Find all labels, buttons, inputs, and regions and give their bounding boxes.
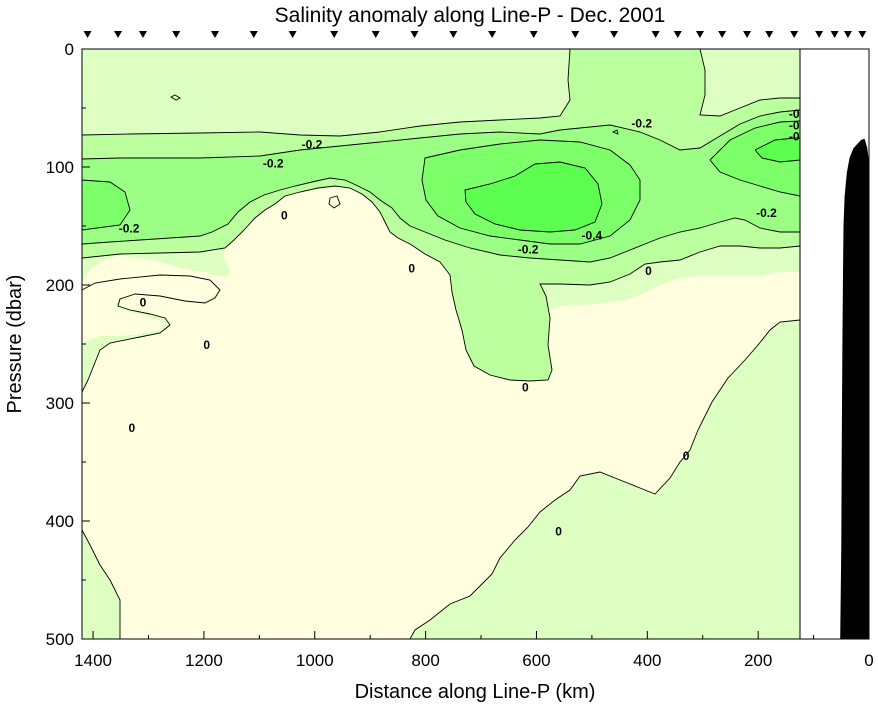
station-marker	[718, 31, 727, 38]
contour-label: -0.4	[582, 228, 603, 242]
y-axis-label: Pressure (dbar)	[4, 275, 26, 414]
contour-label: 0	[203, 338, 210, 352]
contour-label: -0.2	[518, 243, 539, 257]
station-marker	[330, 31, 339, 38]
contour-line	[82, 109, 801, 160]
station-marker	[765, 31, 774, 38]
contour-label: 0	[555, 525, 562, 539]
station-marker	[610, 31, 619, 38]
y-tick-label: 400	[46, 512, 74, 531]
station-marker	[571, 31, 580, 38]
contour-label: 0	[645, 264, 652, 278]
contour-label: -0	[789, 107, 800, 121]
contour-line	[709, 120, 801, 161]
x-axis: 1400 1200 1000 800 600 400 200 0	[74, 631, 874, 670]
station-markers	[83, 31, 867, 38]
contour-line	[170, 94, 181, 101]
station-marker	[172, 31, 181, 38]
station-marker	[488, 31, 497, 38]
station-marker	[249, 31, 258, 38]
x-tick-label: 1400	[74, 651, 112, 670]
contour-lines	[82, 49, 801, 639]
contour-label: -0.2	[263, 156, 284, 170]
y-tick-label: 100	[46, 158, 74, 177]
x-tick-label: 1000	[296, 651, 334, 670]
bathymetry-profile	[840, 138, 869, 639]
contour-label: -0.2	[302, 138, 323, 152]
band-minus-0.4-east	[755, 138, 800, 162]
contour-line	[409, 319, 801, 639]
contour-label: 0	[683, 449, 690, 463]
station-marker	[830, 31, 839, 38]
station-marker	[673, 31, 682, 38]
x-tick-label: 800	[411, 651, 439, 670]
contour-label: 0	[522, 381, 529, 395]
contour-line	[699, 49, 800, 117]
station-marker	[83, 31, 92, 38]
station-marker	[743, 31, 752, 38]
contour-label: -0.2	[631, 116, 652, 130]
y-axis: 0 100 200 300 400 500	[46, 40, 90, 649]
contour-label: -0.2	[756, 206, 777, 220]
station-marker	[695, 31, 704, 38]
x-axis-label: Distance along Line-P (km)	[355, 681, 596, 703]
contour-label: -0	[789, 129, 800, 143]
station-marker	[449, 31, 458, 38]
x-tick-label: 600	[522, 651, 550, 670]
chart-title: Salinity anomaly along Line-P - Dec. 200…	[275, 4, 666, 27]
contour-line	[82, 185, 801, 382]
contour-line	[82, 179, 131, 231]
contour-line	[82, 529, 121, 639]
contour-line	[82, 49, 571, 137]
contour-line	[464, 161, 603, 233]
contour-labels: -0.2-0.2-0.2-0.2-0.2-0.2-0.4-0-0-000 0000…	[119, 107, 800, 539]
contour-line	[611, 129, 619, 135]
station-marker	[529, 31, 538, 38]
contour-label: 0	[129, 421, 136, 435]
contour-label: -0	[789, 119, 800, 133]
station-marker	[371, 31, 380, 38]
station-marker	[843, 31, 852, 38]
station-marker	[815, 31, 824, 38]
y-tick-label: 0	[65, 40, 74, 59]
x-tick-label: 200	[744, 651, 772, 670]
contour-line	[82, 177, 800, 263]
contour-label: 0	[408, 261, 415, 275]
contour-line	[709, 159, 801, 197]
x-tick-label: 1200	[185, 651, 223, 670]
contour-label: -0.2	[119, 221, 140, 235]
station-marker	[288, 31, 297, 38]
station-marker	[410, 31, 419, 38]
contour-line	[754, 149, 801, 163]
y-tick-label: 300	[46, 394, 74, 413]
station-marker	[858, 31, 867, 38]
y-tick-label: 500	[46, 630, 74, 649]
contour-label: 0	[140, 296, 147, 310]
station-marker	[790, 31, 799, 38]
band-positive-main	[82, 186, 800, 639]
station-marker	[651, 31, 660, 38]
contour-line	[328, 195, 341, 209]
station-marker	[138, 31, 147, 38]
band-minus-0.4-core	[465, 162, 602, 232]
band-positive	[82, 275, 220, 345]
x-tick-label: 0	[864, 651, 873, 670]
y-tick-label: 200	[46, 276, 74, 295]
contour-line	[82, 274, 221, 393]
station-marker	[211, 31, 220, 38]
contour-line	[754, 137, 800, 151]
band-minus-0.3	[82, 180, 130, 230]
plot-area: -0.2-0.2-0.2-0.2-0.2-0.2-0.4-0-0-000 0000…	[82, 49, 869, 639]
contour-line	[421, 139, 641, 245]
x-tick-label: 400	[633, 651, 661, 670]
station-marker	[114, 31, 123, 38]
contour-label: 0	[281, 208, 288, 222]
